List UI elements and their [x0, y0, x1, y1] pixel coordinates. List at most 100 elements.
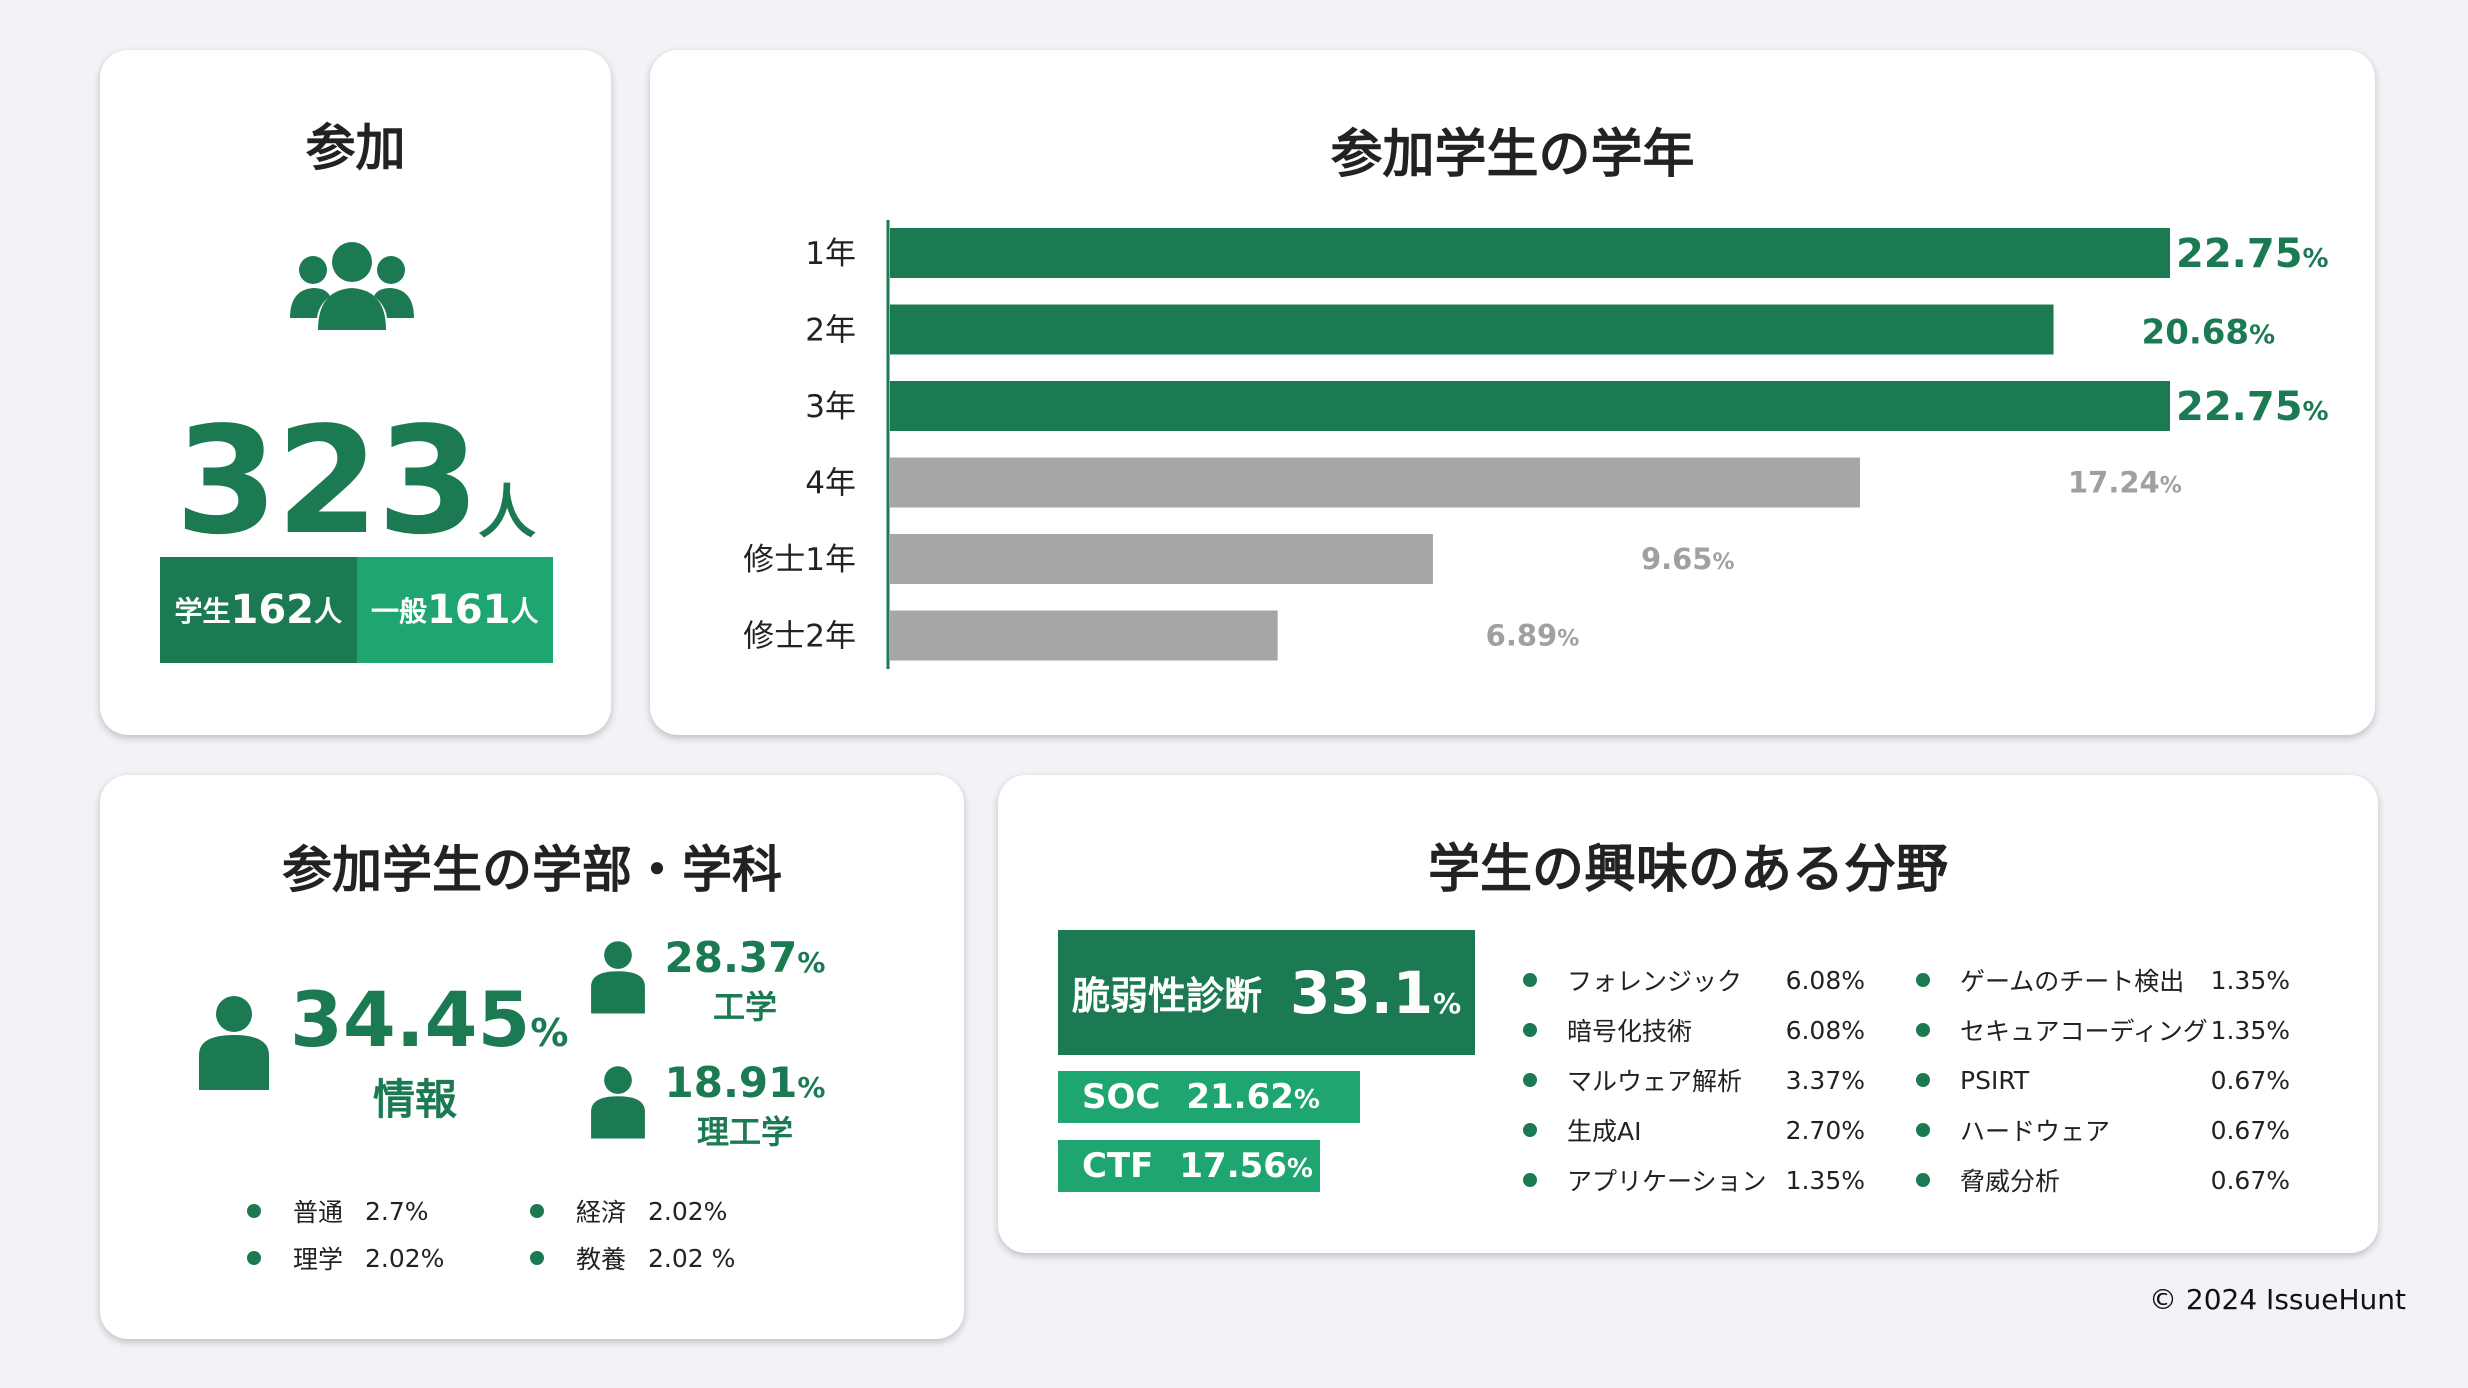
grade-chart-card: 参加学生の学年 1年 22.75% 2年 20.68% 3年 22.75% 4年 17.24%… — [650, 50, 2375, 735]
person-icon — [591, 1066, 645, 1139]
category-label: 4年 — [805, 466, 856, 502]
total-unit: 人 — [477, 478, 536, 546]
bullet-icon — [1916, 1023, 1930, 1037]
general-label: 一般 — [370, 595, 427, 628]
interest-pct: 0.67% — [2210, 1065, 2290, 1095]
students-value: 162 — [230, 587, 315, 633]
general-count: 一般 161 人 — [356, 557, 553, 663]
interest-name: 生成AI — [1567, 1117, 1642, 1146]
interest-name: セキュアコーディング — [1960, 1017, 2208, 1046]
people-icon — [290, 242, 414, 330]
eng-name: 工学 — [712, 988, 777, 1026]
interest-ctf-name: CTF — [1082, 1146, 1154, 1186]
minor-faculty-item: 教養 2.02 % — [530, 1240, 735, 1276]
students-count: 学生 162 人 — [160, 557, 357, 663]
interest-name: フォレンジック — [1567, 967, 1743, 996]
info-name: 情報 — [372, 1075, 457, 1124]
bullet-icon — [247, 1251, 261, 1265]
faculty-science-engineering: 18.91% 理工学 — [650, 1058, 840, 1153]
interest-item: ハードウェア 0.67% — [1916, 1105, 2290, 1155]
minor-pct: 2.7% — [365, 1196, 429, 1226]
interest-name: 脅威分析 — [1960, 1167, 2061, 1196]
grade-bar-chart: 1年 22.75% 2年 20.68% 3年 22.75% 4年 17.24% 修士1年 9.65… — [743, 220, 2329, 669]
interest-item: ゲームのチート検出 1.35% — [1916, 955, 2290, 1005]
interest-pct: 1.35% — [1785, 1165, 1865, 1195]
general-value: 161 — [427, 587, 511, 633]
eng-pct-unit: % — [797, 946, 826, 979]
interest-item: 暗号化技術 6.08% — [1523, 1005, 1865, 1055]
minor-name: 経済 — [576, 1198, 627, 1227]
total-number: 323 — [175, 395, 480, 567]
interest-item: マルウェア解析 3.37% — [1523, 1055, 1865, 1105]
category-label: 2年 — [805, 313, 856, 349]
info-pct-unit: % — [530, 1011, 569, 1055]
scieng-pct: 18.91 — [664, 1058, 798, 1107]
category-label: 3年 — [805, 389, 856, 425]
bullet-icon — [1523, 1073, 1537, 1087]
interest-name: ハードウェア — [1960, 1117, 2111, 1146]
interest-top-pct: 33.1 — [1290, 958, 1434, 1027]
interest-soc-pct: 21.62 — [1186, 1077, 1294, 1117]
info-pct: 34.45 — [290, 975, 531, 1064]
interest-pct: 6.08% — [1785, 1015, 1865, 1045]
minor-faculty-item: 理学 2.02% — [247, 1240, 444, 1276]
eng-pct: 28.37 — [664, 933, 798, 982]
interest-top-name: 脆弱性診断 — [1072, 974, 1263, 1018]
interest-pct: 2.70% — [1785, 1115, 1865, 1145]
bullet-icon — [1523, 973, 1537, 987]
interest-ctf-pct: 17.56 — [1179, 1146, 1287, 1186]
grade-chart-title: 参加学生の学年 — [1330, 125, 1695, 185]
bullet-icon — [1916, 1173, 1930, 1187]
value-label: 6.89% — [1486, 619, 1580, 653]
value-label: 20.68% — [2142, 313, 2276, 353]
interest-pct: 0.67% — [2210, 1115, 2290, 1145]
interest-name: アプリケーション — [1567, 1167, 1767, 1196]
interest-pct: 3.37% — [1785, 1065, 1865, 1095]
interest-pct: 6.08% — [1785, 965, 1865, 995]
minor-faculty-item: 普通 2.7% — [247, 1193, 429, 1229]
interest-item: PSIRT 0.67% — [1916, 1055, 2290, 1105]
bar — [890, 534, 1433, 584]
participation-title: 参加 — [305, 119, 406, 177]
minor-pct: 2.02% — [365, 1243, 445, 1273]
bullet-icon — [1523, 1023, 1537, 1037]
faculty-info: 34.45% 情報 — [290, 975, 568, 1127]
minor-faculty-item: 経済 2.02% — [530, 1193, 727, 1229]
faculty-card: 参加学生の学部・学科 34.45% 情報 28.37% 工学 18.91% 理工… — [100, 775, 964, 1339]
participant-total: 323人 — [100, 395, 611, 567]
interest-name: ゲームのチート検出 — [1960, 967, 2185, 996]
interest-top-bar: 脆弱性診断 33.1% — [1058, 930, 1475, 1055]
bullet-icon — [1916, 1123, 1930, 1137]
bullet-icon — [530, 1204, 544, 1218]
interest-ctf-unit: % — [1286, 1154, 1313, 1184]
students-unit: 人 — [314, 595, 343, 628]
category-label: 修士2年 — [743, 619, 856, 655]
bullet-icon — [1916, 1073, 1930, 1087]
bullet-icon — [247, 1204, 261, 1218]
bar — [890, 381, 2170, 431]
bullet-icon — [530, 1251, 544, 1265]
interest-name: PSIRT — [1960, 1065, 2030, 1095]
bar — [890, 228, 2170, 278]
interest-title: 学生の興味のある分野 — [1427, 840, 1948, 900]
bar — [890, 304, 2054, 355]
minor-name: 理学 — [293, 1245, 344, 1274]
category-label: 修士1年 — [743, 542, 856, 578]
participation-card: 参加 323人 学生 162 人 一般 161 人 — [100, 50, 611, 735]
interest-card: 学生の興味のある分野 脆弱性診断 33.1% SOC 21.62% CTF 17… — [998, 775, 2378, 1253]
students-label: 学生 — [174, 595, 231, 628]
minor-name: 普通 — [293, 1198, 344, 1227]
copyright: © 2024 IssueHunt — [2149, 1283, 2406, 1316]
value-label: 22.75% — [2176, 231, 2329, 277]
minor-pct: 2.02% — [648, 1196, 728, 1226]
person-icon — [199, 996, 269, 1090]
interest-soc-bar: SOC 21.62% — [1058, 1071, 1360, 1123]
interest-pct: 1.35% — [2210, 965, 2290, 995]
bullet-icon — [1523, 1123, 1537, 1137]
participant-split: 学生 162 人 一般 161 人 — [160, 557, 553, 663]
interest-item: アプリケーション 1.35% — [1523, 1155, 1865, 1205]
interest-ctf-bar: CTF 17.56% — [1058, 1140, 1320, 1192]
person-icon — [591, 941, 645, 1014]
general-unit: 人 — [510, 595, 539, 628]
value-label: 22.75% — [2176, 384, 2329, 430]
